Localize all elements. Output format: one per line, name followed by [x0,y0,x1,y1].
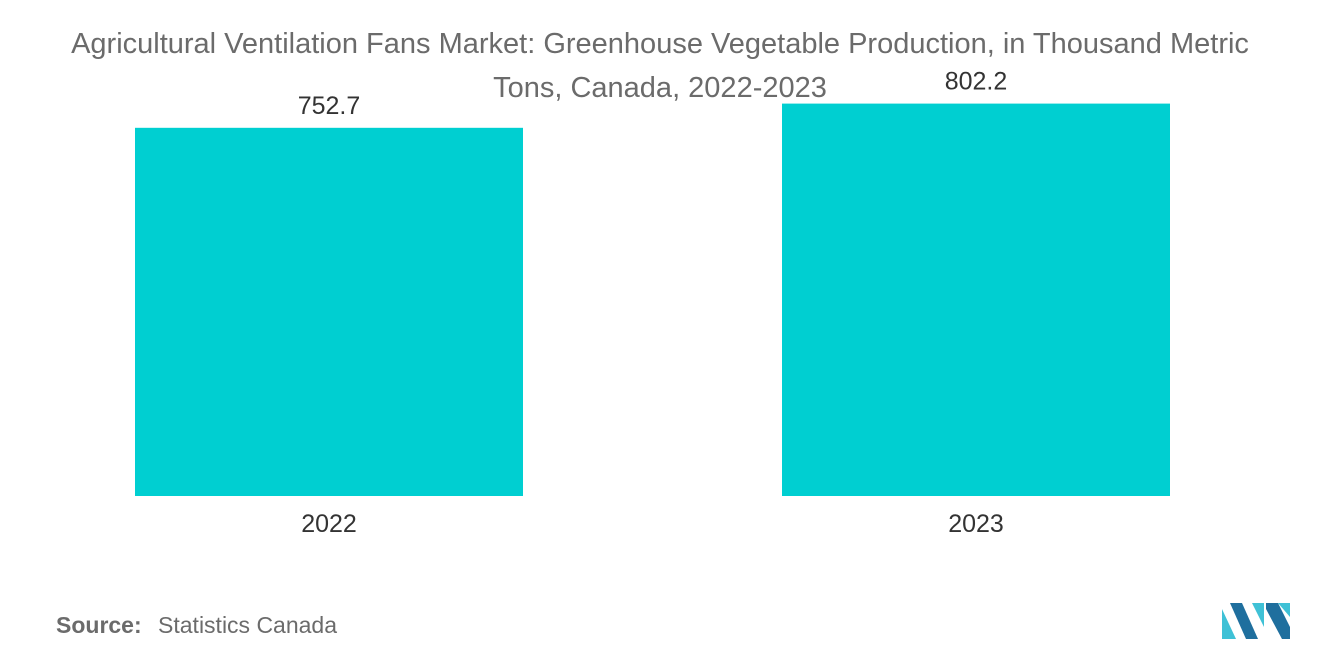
bar-2022 [135,127,523,497]
logo-shape-1 [1222,609,1236,639]
chart-title-line-2: Tons, Canada, 2022-2023 [493,72,827,104]
logo-shape-4 [1266,603,1290,639]
data-label-2023: 802.2 [945,68,1008,96]
data-label-2022: 752.7 [298,92,361,120]
logo-shape-3 [1252,603,1264,627]
logo-shape-5 [1278,603,1290,617]
source-note: Source: Statistics Canada [56,612,337,639]
x-tick-label-2022: 2022 [301,510,357,538]
logo-shape-2 [1230,603,1258,639]
bar-2023 [782,103,1170,496]
x-tick-label-2023: 2023 [948,510,1004,538]
chart-title-line-1: Agricultural Ventilation Fans Market: Gr… [71,28,1249,60]
source-label: Source: [56,612,142,638]
chart-title: Agricultural Ventilation Fans Market: Gr… [0,22,1320,110]
mordor-intelligence-logo-icon [1222,603,1290,639]
source-text: Statistics Canada [158,612,338,638]
